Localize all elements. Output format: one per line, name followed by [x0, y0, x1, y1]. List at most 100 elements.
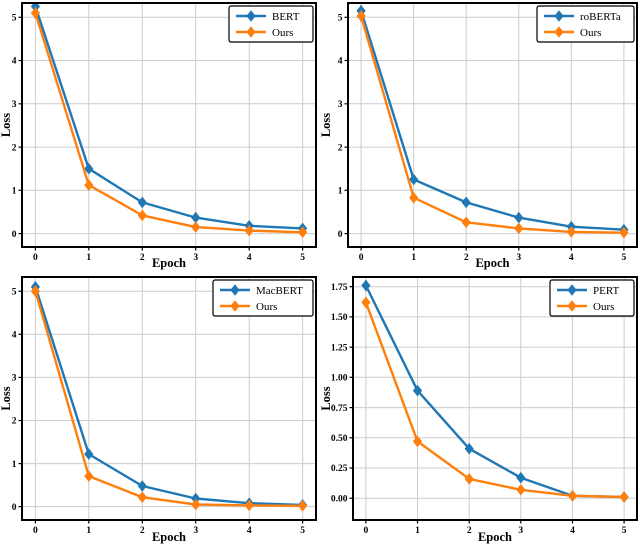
svg-text:2: 2: [338, 143, 343, 153]
svg-text:3: 3: [193, 253, 198, 263]
svg-text:3: 3: [193, 526, 198, 536]
svg-text:2: 2: [12, 417, 17, 427]
legend-marker-ours: [554, 26, 564, 38]
legend-label-ours: Ours: [580, 27, 601, 39]
svg-text:1: 1: [338, 187, 343, 197]
svg-text:4: 4: [12, 331, 17, 341]
legend-marker-ours: [567, 300, 577, 312]
svg-text:3: 3: [12, 100, 17, 110]
pert-loss-chart: 0 1 2 3 4 5 0.00 0.25 0.50 0.75 1.00 1.25 1.50 1.75 Ep…: [320, 276, 638, 544]
series-ours: [361, 296, 629, 503]
svg-text:5: 5: [300, 253, 305, 263]
legend-marker-ours: [230, 300, 240, 312]
svg-text:1.25: 1.25: [331, 343, 348, 353]
svg-text:0: 0: [33, 526, 38, 536]
svg-text:5: 5: [12, 14, 17, 24]
legend: MacBERT Ours: [212, 279, 314, 317]
y-axis-label: Loss: [320, 113, 333, 137]
svg-text:0: 0: [33, 253, 38, 263]
legend-label-pert: PERT: [593, 285, 620, 297]
legend-label-bert: BERT: [272, 11, 300, 23]
legend-label-ours: Ours: [256, 301, 277, 313]
svg-text:0: 0: [359, 253, 364, 263]
y-axis-label: Loss: [0, 386, 13, 410]
svg-text:0.75: 0.75: [331, 404, 348, 414]
x-axis-label: Epoch: [152, 530, 186, 544]
x-axis-label: Epoch: [475, 256, 509, 270]
legend-label-macbert: MacBERT: [256, 285, 303, 297]
svg-text:4: 4: [247, 253, 252, 263]
svg-text:1: 1: [12, 460, 17, 470]
svg-text:4: 4: [247, 526, 252, 536]
svg-text:4: 4: [338, 57, 343, 67]
y-axis-label: Loss: [0, 113, 13, 137]
svg-text:2: 2: [140, 253, 145, 263]
x-tick-labels: 0 1 2 3 4 5: [359, 247, 627, 263]
svg-text:1.00: 1.00: [331, 374, 348, 384]
x-tick-labels: 0 1 2 3 4 5: [364, 520, 627, 536]
legend: roBERTa Ours: [536, 5, 635, 43]
roberta-loss-chart: 0 1 2 3 4 5 0 1 2 3 4 5 Epoch Loss roBERTa Ours: [320, 2, 638, 270]
plot-border: [21, 276, 317, 521]
svg-text:0.00: 0.00: [331, 494, 348, 504]
svg-text:2: 2: [140, 526, 145, 536]
svg-text:4: 4: [570, 526, 575, 536]
svg-text:3: 3: [516, 253, 521, 263]
y-tick-labels: 0 1 2 3 4 5: [338, 14, 348, 240]
svg-text:5: 5: [622, 526, 627, 536]
svg-text:5: 5: [338, 14, 343, 24]
grid: [22, 3, 316, 247]
plot-border: [352, 276, 638, 521]
svg-text:5: 5: [622, 253, 627, 263]
svg-text:0: 0: [364, 526, 369, 536]
x-axis-label: Epoch: [152, 256, 186, 270]
svg-text:4: 4: [12, 57, 17, 67]
legend-marker-pert: [567, 284, 577, 296]
legend: BERT Ours: [228, 5, 314, 43]
svg-text:5: 5: [12, 287, 17, 297]
plot-border: [347, 2, 638, 248]
svg-text:1.75: 1.75: [331, 283, 348, 293]
svg-text:3: 3: [12, 374, 17, 384]
svg-text:0: 0: [338, 230, 343, 240]
legend-label-ours: Ours: [593, 301, 614, 313]
svg-text:3: 3: [518, 526, 523, 536]
svg-text:0: 0: [12, 230, 17, 240]
svg-text:2: 2: [12, 143, 17, 153]
chart-roberta: 0 1 2 3 4 5 0 1 2 3 4 5 Epoch Loss roBERTa Ours: [320, 0, 640, 273]
legend-marker-macbert: [230, 284, 240, 296]
legend: PERT Ours: [549, 279, 635, 317]
svg-text:0.50: 0.50: [331, 434, 348, 444]
svg-text:2: 2: [467, 526, 472, 536]
svg-text:0: 0: [12, 503, 17, 513]
legend-marker-bert: [246, 10, 256, 22]
x-axis-label: Epoch: [478, 530, 512, 544]
legend-marker-ours: [246, 26, 256, 38]
svg-text:4: 4: [569, 253, 574, 263]
svg-text:1: 1: [86, 253, 91, 263]
legend-marker-roberta: [554, 10, 564, 22]
svg-text:0.25: 0.25: [331, 464, 348, 474]
chart-pert: 0 1 2 3 4 5 0.00 0.25 0.50 0.75 1.00 1.25 1.50 1.75 Ep…: [320, 273, 640, 547]
svg-text:1: 1: [411, 253, 416, 263]
chart-bert: 0 1 2 3 4 5 0 1 2 3 4 5 Epoch Loss BERT Ours: [0, 0, 320, 273]
x-tick-labels: 0 1 2 3 4 5: [33, 520, 305, 536]
svg-text:1: 1: [415, 526, 420, 536]
x-tick-labels: 0 1 2 3 4 5: [33, 247, 305, 263]
svg-text:1: 1: [12, 187, 17, 197]
svg-text:5: 5: [300, 526, 305, 536]
plot-border: [21, 2, 317, 248]
svg-text:3: 3: [338, 100, 343, 110]
y-tick-labels: 0.00 0.25 0.50 0.75 1.00 1.25 1.50 1.75: [331, 283, 353, 504]
bert-loss-chart: 0 1 2 3 4 5 0 1 2 3 4 5 Epoch Loss BERT Ours: [0, 2, 317, 270]
legend-label-ours: Ours: [272, 27, 293, 39]
svg-text:2: 2: [464, 253, 469, 263]
macbert-loss-chart: 0 1 2 3 4 5 0 1 2 3 4 5 Epoch Loss MacBERT Ours: [0, 276, 317, 544]
y-axis-label: Loss: [320, 386, 333, 410]
series-ours: [30, 7, 308, 239]
y-tick-labels: 0 1 2 3 4 5: [12, 287, 22, 513]
svg-text:1.50: 1.50: [331, 313, 348, 323]
y-tick-labels: 0 1 2 3 4 5: [12, 14, 22, 240]
svg-text:1: 1: [86, 526, 91, 536]
